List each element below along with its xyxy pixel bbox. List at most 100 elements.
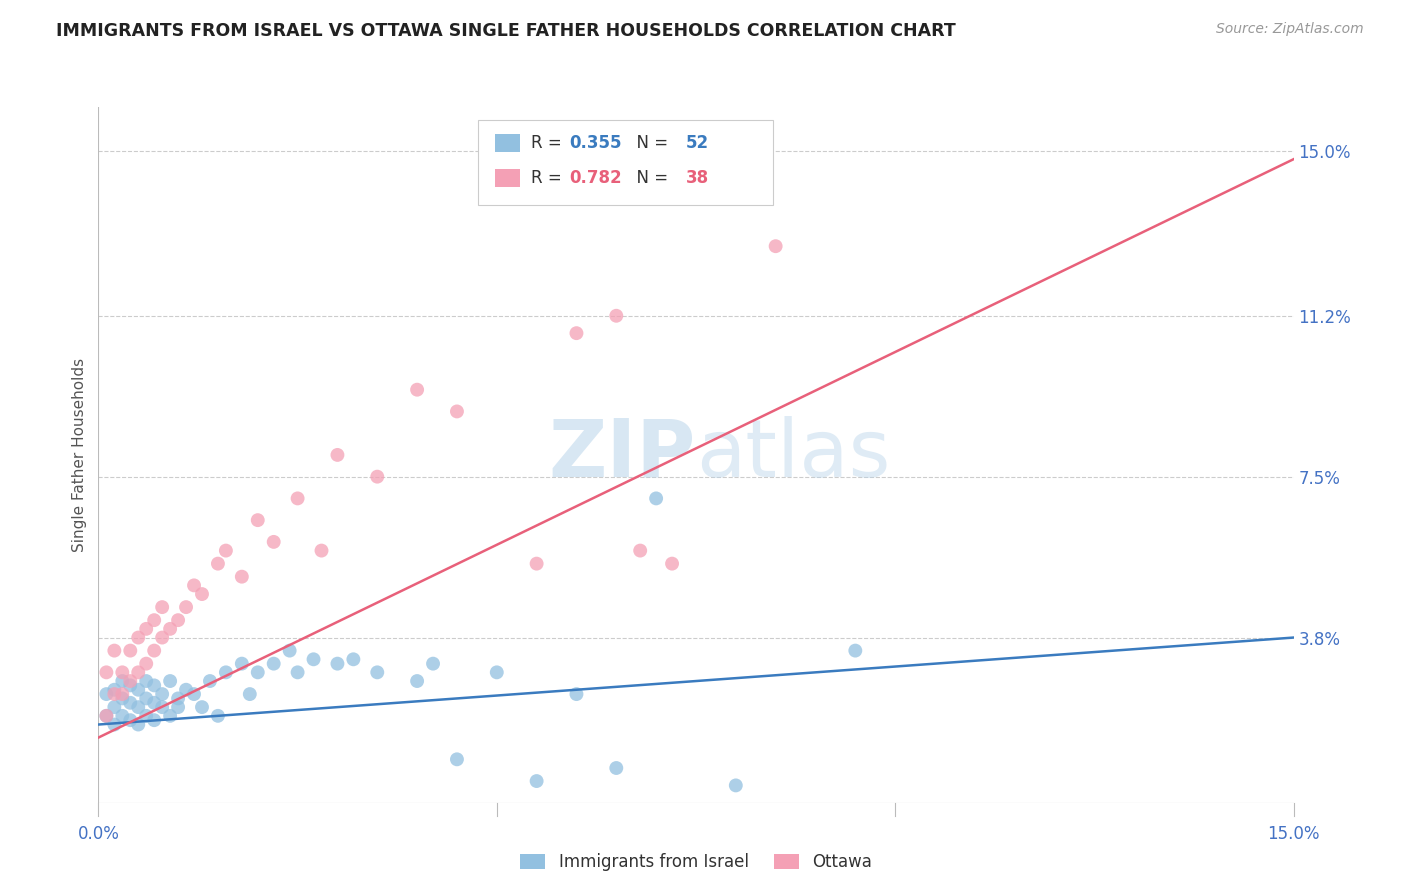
Point bbox=[191, 700, 214, 714]
Point bbox=[96, 708, 118, 723]
Point bbox=[111, 708, 134, 723]
Point bbox=[278, 643, 301, 657]
Point bbox=[103, 643, 125, 657]
Point bbox=[844, 643, 866, 657]
Point bbox=[526, 557, 548, 571]
Point bbox=[159, 708, 181, 723]
Point bbox=[246, 513, 269, 527]
Point bbox=[143, 696, 166, 710]
Point bbox=[111, 674, 134, 689]
Point bbox=[215, 543, 238, 558]
Point bbox=[103, 717, 125, 731]
Point bbox=[103, 700, 125, 714]
Point bbox=[143, 678, 166, 692]
Text: 0.0%: 0.0% bbox=[77, 825, 120, 843]
Point bbox=[765, 239, 787, 253]
Point bbox=[485, 665, 508, 680]
Point bbox=[366, 665, 388, 680]
Point bbox=[565, 326, 588, 341]
Point bbox=[422, 657, 444, 671]
Text: 52: 52 bbox=[686, 134, 709, 152]
Point bbox=[207, 708, 229, 723]
Text: IMMIGRANTS FROM ISRAEL VS OTTAWA SINGLE FATHER HOUSEHOLDS CORRELATION CHART: IMMIGRANTS FROM ISRAEL VS OTTAWA SINGLE … bbox=[56, 22, 956, 40]
Point bbox=[96, 708, 118, 723]
Point bbox=[127, 631, 149, 645]
Point bbox=[605, 309, 627, 323]
Point bbox=[446, 752, 468, 766]
Point bbox=[661, 557, 683, 571]
Text: N =: N = bbox=[626, 134, 673, 152]
Point bbox=[159, 622, 181, 636]
Point bbox=[135, 674, 157, 689]
Point bbox=[302, 652, 325, 666]
Point bbox=[326, 657, 349, 671]
Text: 0.355: 0.355 bbox=[569, 134, 621, 152]
Point bbox=[135, 657, 157, 671]
Text: R =: R = bbox=[531, 169, 568, 187]
Point bbox=[231, 657, 253, 671]
Point bbox=[565, 687, 588, 701]
Point bbox=[326, 448, 349, 462]
Point bbox=[135, 691, 157, 706]
Point bbox=[263, 657, 285, 671]
Point bbox=[239, 687, 262, 701]
Point bbox=[191, 587, 214, 601]
Point bbox=[127, 717, 149, 731]
Point bbox=[111, 691, 134, 706]
Point bbox=[150, 687, 173, 701]
Point bbox=[135, 622, 157, 636]
Point bbox=[167, 700, 190, 714]
Y-axis label: Single Father Households: Single Father Households bbox=[72, 358, 87, 552]
Point bbox=[287, 491, 309, 506]
Point bbox=[246, 665, 269, 680]
Point bbox=[645, 491, 668, 506]
Point bbox=[143, 613, 166, 627]
Point bbox=[311, 543, 333, 558]
Point bbox=[111, 687, 134, 701]
Text: ZIP: ZIP bbox=[548, 416, 696, 494]
Point bbox=[406, 383, 429, 397]
Point bbox=[183, 687, 205, 701]
Point bbox=[120, 696, 142, 710]
Text: Source: ZipAtlas.com: Source: ZipAtlas.com bbox=[1216, 22, 1364, 37]
Point bbox=[103, 682, 125, 697]
Point bbox=[96, 665, 118, 680]
Text: N =: N = bbox=[626, 169, 673, 187]
Point bbox=[150, 700, 173, 714]
Point bbox=[628, 543, 651, 558]
Point bbox=[96, 687, 118, 701]
Point bbox=[143, 713, 166, 727]
Point bbox=[167, 613, 190, 627]
Point bbox=[143, 643, 166, 657]
Point bbox=[231, 570, 253, 584]
Point bbox=[103, 687, 125, 701]
Point bbox=[526, 774, 548, 789]
Point bbox=[127, 682, 149, 697]
Point bbox=[724, 778, 747, 792]
Point bbox=[366, 469, 388, 483]
Point bbox=[342, 652, 364, 666]
Point bbox=[150, 600, 173, 615]
Point bbox=[150, 631, 173, 645]
Point bbox=[174, 682, 197, 697]
Text: 0.782: 0.782 bbox=[569, 169, 621, 187]
Point bbox=[198, 674, 221, 689]
Text: atlas: atlas bbox=[696, 416, 890, 494]
Point bbox=[605, 761, 627, 775]
Point bbox=[174, 600, 197, 615]
Point bbox=[287, 665, 309, 680]
Text: 15.0%: 15.0% bbox=[1267, 825, 1320, 843]
Point bbox=[120, 643, 142, 657]
Text: R =: R = bbox=[531, 134, 568, 152]
Point bbox=[127, 700, 149, 714]
Point bbox=[215, 665, 238, 680]
Point bbox=[120, 713, 142, 727]
Point bbox=[406, 674, 429, 689]
Point bbox=[120, 674, 142, 689]
Point bbox=[120, 678, 142, 692]
Point bbox=[127, 665, 149, 680]
Point bbox=[207, 557, 229, 571]
Point bbox=[263, 535, 285, 549]
Point bbox=[183, 578, 205, 592]
Point bbox=[167, 691, 190, 706]
